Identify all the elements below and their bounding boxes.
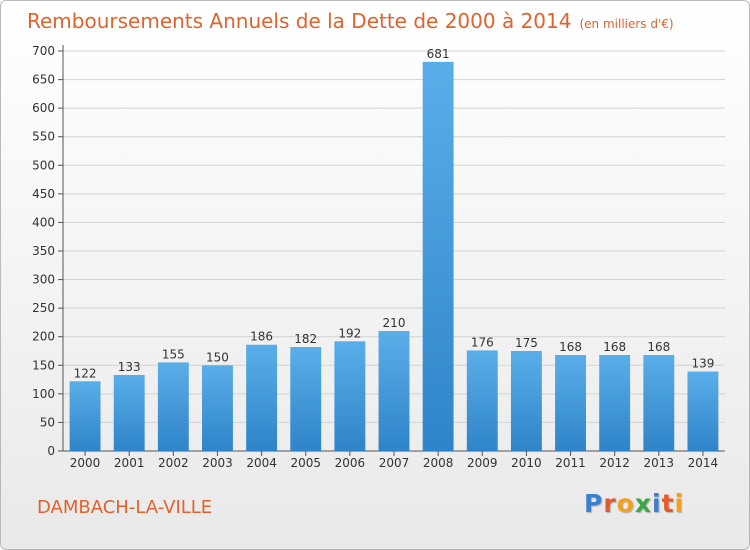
data-label-2004: 186 xyxy=(250,330,273,344)
data-label-2006: 192 xyxy=(338,326,361,340)
data-label-2008: 681 xyxy=(427,47,450,61)
data-labels: 122 133 155 150 186 182 192 210 681 176 175 168 168 1… xyxy=(74,47,715,380)
data-label-2003: 150 xyxy=(206,350,229,364)
data-label-2005: 182 xyxy=(294,332,317,346)
bar-2011 xyxy=(555,355,586,451)
y-tick-label: 300 xyxy=(32,273,55,287)
x-tick-label-2000: 2000 xyxy=(70,456,101,470)
y-tick-label: 350 xyxy=(32,244,55,258)
bar-2008 xyxy=(422,61,454,451)
y-tick-label: 0 xyxy=(47,444,55,458)
bar-2006 xyxy=(334,341,366,451)
data-label-2007: 210 xyxy=(383,316,406,330)
x-tick-label-2003: 2003 xyxy=(202,456,233,470)
y-tick-label: 50 xyxy=(40,415,55,429)
x-tick-label-2013: 2013 xyxy=(644,456,675,470)
proxiti-logo[interactable]: Proxiti xyxy=(584,489,684,518)
chart-title: Remboursements Annuels de la Dette de 20… xyxy=(27,9,674,33)
x-tick-label-2002: 2002 xyxy=(158,456,189,470)
x-tick-label-2004: 2004 xyxy=(246,456,277,470)
bar-2002 xyxy=(157,362,189,451)
y-tick-label: 700 xyxy=(32,44,55,58)
x-tick-label-2005: 2005 xyxy=(290,456,321,470)
x-tick-label-2014: 2014 xyxy=(688,456,719,470)
x-tick-label-2001: 2001 xyxy=(114,456,145,470)
logo-letter: i xyxy=(652,489,662,518)
x-tick-label-2008: 2008 xyxy=(423,456,454,470)
bar-2013 xyxy=(643,355,675,451)
y-tick-label: 650 xyxy=(32,73,55,87)
logo-letter: x xyxy=(634,489,652,518)
bar-2009 xyxy=(466,350,498,451)
data-label-2000: 122 xyxy=(74,366,97,380)
y-tick-label: 250 xyxy=(32,301,55,315)
logo-letter: r xyxy=(603,489,617,518)
data-label-2009: 176 xyxy=(471,335,494,349)
chart-title-text: Remboursements Annuels de la Dette de 20… xyxy=(27,9,572,33)
x-tick-label-2011: 2011 xyxy=(555,456,586,470)
x-tick-label-2009: 2009 xyxy=(467,456,498,470)
y-tick-label: 500 xyxy=(32,158,55,172)
y-tick-labels: 0 50 100 150 200 250 300 350 400 450 500 550 600 650 7… xyxy=(32,44,63,458)
bar-2003 xyxy=(202,365,233,451)
bar-2004 xyxy=(246,344,278,451)
x-tick-label-2007: 2007 xyxy=(379,456,410,470)
commune-name: DAMBACH-LA-VILLE xyxy=(37,497,213,518)
bar-2005 xyxy=(290,347,322,451)
y-tick-label: 600 xyxy=(32,101,55,115)
data-label-2010: 175 xyxy=(515,336,538,350)
x-tick-label-2010: 2010 xyxy=(511,456,542,470)
data-label-2014: 139 xyxy=(691,357,714,371)
y-tick-label: 450 xyxy=(32,187,55,201)
y-tick-label: 150 xyxy=(32,358,55,372)
bar-2010 xyxy=(510,351,542,451)
bars xyxy=(69,61,719,451)
x-tick-label-2012: 2012 xyxy=(599,456,630,470)
logo-letter: o xyxy=(616,489,635,518)
data-label-2013: 168 xyxy=(647,340,670,354)
logo-letter: t xyxy=(661,489,675,518)
bar-2014 xyxy=(687,371,719,451)
y-tick-label: 100 xyxy=(32,387,55,401)
y-tick-label: 400 xyxy=(32,215,55,229)
data-label-2012: 168 xyxy=(603,340,626,354)
logo-letter: i xyxy=(674,489,685,518)
data-label-2011: 168 xyxy=(559,340,582,354)
data-label-2002: 155 xyxy=(162,347,185,361)
y-tick-label: 550 xyxy=(32,130,55,144)
x-tick-labels: 2000 2001 2002 2003 2004 2005 2006 2007 2008 2009… xyxy=(70,451,718,470)
chart-unit: (en milliers d'€) xyxy=(579,17,674,31)
bar-2007 xyxy=(378,331,410,451)
y-tick-label: 200 xyxy=(32,330,55,344)
bar-2000 xyxy=(69,381,101,451)
bar-2012 xyxy=(599,355,631,451)
x-tick-label-2006: 2006 xyxy=(335,456,366,470)
bar-2001 xyxy=(113,375,145,451)
data-label-2001: 133 xyxy=(118,360,141,374)
logo-letter: P xyxy=(584,489,604,518)
